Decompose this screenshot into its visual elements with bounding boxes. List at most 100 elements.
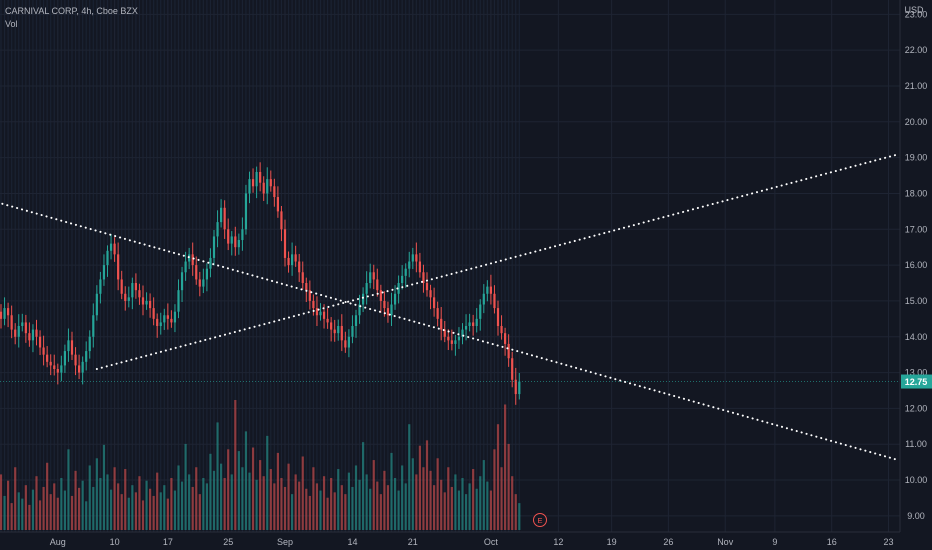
volume-bar	[10, 503, 13, 530]
candle-body	[152, 308, 155, 319]
chart-legend[interactable]: CARNIVAL CORP, 4h, Cboe BZX Vol	[5, 5, 138, 31]
candle-body	[117, 254, 120, 280]
candle-body	[379, 290, 382, 301]
volume-bar	[251, 447, 255, 530]
candle-body	[511, 358, 514, 380]
candle-body	[42, 347, 45, 355]
candle-body	[482, 293, 485, 305]
time-tick-label: 12	[553, 537, 563, 547]
candle-body	[0, 311, 3, 319]
earnings-marker-label: E	[537, 516, 542, 525]
volume-bar	[106, 474, 109, 530]
candle-body	[131, 283, 134, 298]
volume-bar	[464, 494, 468, 530]
candle-body	[149, 300, 152, 309]
candle-body	[248, 179, 251, 194]
candle-body	[124, 293, 127, 301]
candle-body	[141, 297, 145, 305]
volume-bar	[362, 442, 365, 530]
volume-bar	[276, 452, 279, 530]
volume-bar	[379, 494, 382, 530]
candle-body	[326, 318, 329, 323]
volume-bar	[141, 500, 145, 530]
candle-body	[333, 329, 336, 334]
volume-bar	[191, 486, 194, 530]
candle-body	[422, 272, 425, 284]
price-tick-label: 21.00	[905, 81, 928, 91]
volume-bar	[237, 451, 240, 530]
price-tick-label: 22.00	[905, 45, 928, 55]
trendlines[interactable]	[0, 153, 901, 462]
price-tick-label: 23.00	[905, 9, 928, 19]
volume-bar	[244, 431, 248, 530]
candle-body	[461, 329, 464, 337]
volume-bar	[227, 449, 230, 530]
volume-bar	[489, 490, 492, 530]
volume-bar	[372, 460, 375, 530]
volume-bar	[376, 481, 379, 530]
volume-bar	[81, 480, 84, 530]
volume-bar	[230, 474, 233, 530]
candle-body	[464, 326, 468, 330]
time-tick-label: Oct	[484, 537, 499, 547]
volume-bar	[241, 467, 244, 530]
candle-body	[49, 361, 52, 366]
earnings-marker[interactable]: E	[533, 513, 547, 527]
volume-bar	[322, 476, 326, 530]
time-tick-label: 23	[883, 537, 893, 547]
volume-indicator-label[interactable]: Vol	[5, 19, 18, 29]
volume-bar	[38, 500, 42, 530]
volume-bar	[369, 488, 372, 530]
price-tick-label: 19.00	[905, 153, 928, 163]
volume-bar	[223, 478, 226, 530]
candle-body	[337, 326, 340, 334]
candle-body	[468, 322, 471, 327]
volume-bar	[166, 498, 169, 530]
candle-body	[241, 229, 244, 241]
candle-body	[209, 257, 212, 269]
volume-bar	[53, 483, 56, 530]
candle-body	[447, 336, 450, 341]
candle-body	[177, 290, 180, 312]
time-scale[interactable]: Aug 10 17 25 Sep 14 21 Oct 12 19 26 Nov 9 16 23	[0, 531, 900, 547]
time-tick-label: 21	[408, 537, 418, 547]
time-tick-label: Aug	[50, 537, 66, 547]
symbol-title[interactable]: CARNIVAL CORP, 4h, Cboe BZX	[5, 6, 138, 16]
volume-bar	[461, 478, 464, 530]
candle-body	[418, 261, 421, 273]
candle-body	[344, 340, 347, 348]
volume-bar	[333, 492, 336, 530]
candle-body	[259, 171, 262, 183]
candle-body	[383, 300, 386, 309]
candle-body	[504, 333, 507, 344]
candle-body	[479, 304, 482, 319]
volume-bar	[340, 485, 343, 530]
volume-bar	[386, 485, 390, 530]
candle-body	[230, 236, 233, 244]
volume-bar	[60, 478, 63, 530]
volume-bar	[404, 483, 407, 530]
volume-bar	[134, 492, 137, 530]
price-tick-label: 15.00	[905, 296, 928, 306]
volume-bar	[184, 443, 187, 530]
volume-bar	[216, 422, 219, 530]
candle-body	[404, 268, 407, 276]
candle-body	[138, 290, 141, 298]
volume-bar	[78, 487, 81, 530]
volume-bar	[365, 474, 368, 530]
volume-bar	[67, 449, 70, 530]
price-scale[interactable]: USD 23.00 22.00 21.00 20.00 19.00 18.00 17.00 1…	[899, 0, 932, 532]
volume-bar	[472, 469, 475, 530]
volume-bar	[42, 486, 45, 530]
candle-body	[220, 207, 223, 223]
volume-bar	[436, 458, 439, 530]
volume-bar	[24, 485, 27, 530]
time-tick-label: 14	[347, 537, 357, 547]
candle-body	[454, 340, 457, 344]
volume-bar	[266, 435, 269, 530]
volume-bar	[418, 445, 421, 530]
volume-bar	[145, 480, 148, 530]
volume-bar	[188, 474, 191, 530]
volume-bar	[63, 490, 66, 530]
